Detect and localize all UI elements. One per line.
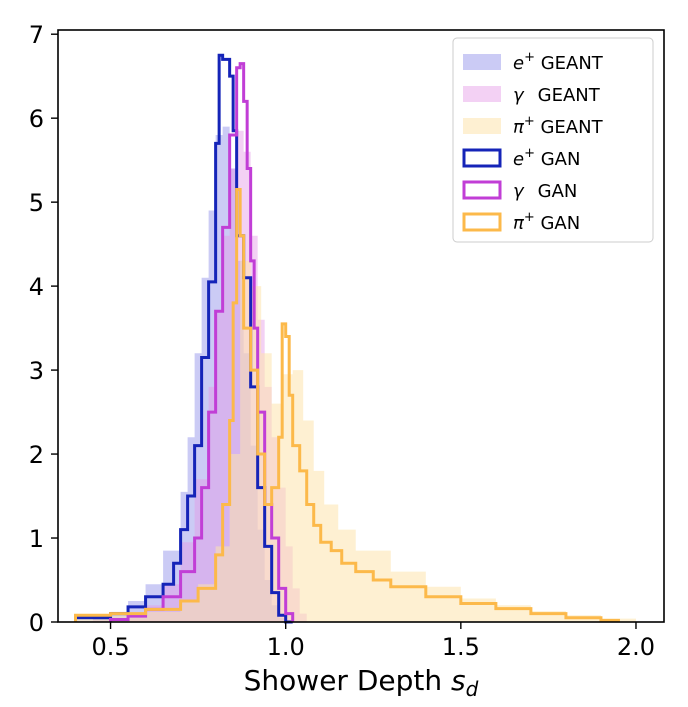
legend-label: e+ GEANT xyxy=(513,50,604,74)
legend-label: e+ GAN xyxy=(513,146,580,170)
legend-swatch xyxy=(463,86,501,102)
x-tick-label: 1.5 xyxy=(442,633,480,661)
y-tick-label: 2 xyxy=(29,441,44,469)
y-tick-label: 5 xyxy=(29,189,44,217)
ticks-layer: 0.5 1.0 1.5 2.0 0 1 2 3 4 5 6 7 xyxy=(29,21,655,661)
x-tick-label: 0.5 xyxy=(91,633,129,661)
y-tick-label: 0 xyxy=(29,609,44,637)
legend-entry: γ GEANT xyxy=(463,85,601,106)
y-tick-label: 3 xyxy=(29,357,44,385)
y-tick-label: 6 xyxy=(29,105,44,133)
legend-swatch xyxy=(463,54,501,70)
legend: e+ GEANT γ GEANT π+ GEANT e+ GAN γ GAN π+ GAN xyxy=(452,37,654,243)
legend-entry: π+ GAN xyxy=(462,210,580,234)
x-tick-label: 2.0 xyxy=(617,633,655,661)
series-layer xyxy=(74,53,636,624)
x-axis-label: Shower Depth sd xyxy=(244,664,479,701)
legend-swatch xyxy=(462,212,502,232)
y-tick-label: 7 xyxy=(29,21,44,49)
legend-label: γ GAN xyxy=(513,181,577,202)
x-tick-label: 1.0 xyxy=(267,633,305,661)
legend-swatch xyxy=(463,118,501,134)
y-tick-label: 1 xyxy=(29,525,44,553)
series-πplus-geant xyxy=(75,260,636,622)
y-tick-label: 4 xyxy=(29,273,44,301)
legend-label: π+ GAN xyxy=(513,210,580,234)
legend-entry: π+ GEANT xyxy=(463,114,604,138)
legend-entry: e+ GEANT xyxy=(463,50,604,74)
legend-box xyxy=(452,37,654,243)
legend-label: γ GEANT xyxy=(513,85,601,106)
legend-entry: γ GAN xyxy=(462,180,577,202)
plot-frame xyxy=(57,29,665,623)
legend-swatch xyxy=(462,148,502,168)
legend-entry: e+ GAN xyxy=(462,146,580,170)
series-πplus-gan xyxy=(74,188,620,622)
legend-label: π+ GEANT xyxy=(513,114,604,138)
legend-swatch xyxy=(462,180,502,200)
